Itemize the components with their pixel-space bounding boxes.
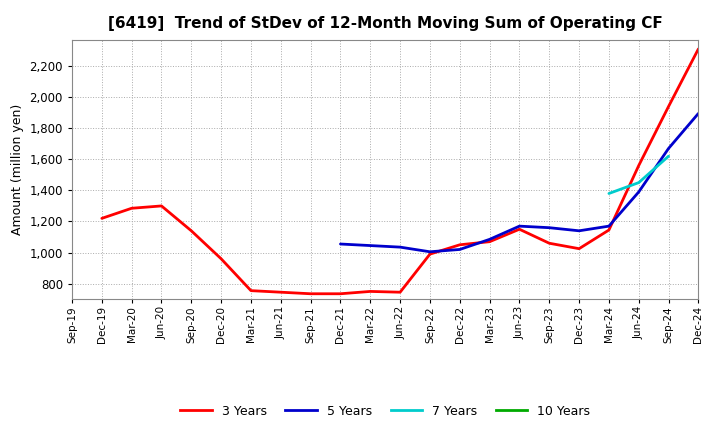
3 Years <box>366 289 374 294</box>
5 Years <box>665 146 673 151</box>
3 Years <box>605 227 613 233</box>
7 Years <box>634 180 643 185</box>
5 Years <box>575 228 583 234</box>
3 Years <box>545 241 554 246</box>
Y-axis label: Amount (million yen): Amount (million yen) <box>11 104 24 235</box>
3 Years <box>665 104 673 109</box>
Title: [6419]  Trend of StDev of 12-Month Moving Sum of Operating CF: [6419] Trend of StDev of 12-Month Moving… <box>108 16 662 32</box>
3 Years <box>157 203 166 209</box>
3 Years <box>634 163 643 168</box>
3 Years <box>694 46 703 51</box>
3 Years <box>276 290 285 295</box>
5 Years <box>426 249 434 254</box>
Line: 7 Years: 7 Years <box>609 156 669 194</box>
3 Years <box>247 288 256 293</box>
7 Years <box>605 191 613 196</box>
3 Years <box>426 252 434 257</box>
3 Years <box>456 242 464 247</box>
3 Years <box>396 290 405 295</box>
5 Years <box>545 225 554 230</box>
5 Years <box>605 224 613 229</box>
3 Years <box>515 227 523 232</box>
5 Years <box>485 237 494 242</box>
3 Years <box>485 239 494 244</box>
5 Years <box>694 111 703 116</box>
5 Years <box>366 243 374 248</box>
Line: 3 Years: 3 Years <box>102 49 698 294</box>
5 Years <box>456 247 464 252</box>
5 Years <box>336 242 345 247</box>
3 Years <box>97 216 106 221</box>
3 Years <box>217 256 225 261</box>
5 Years <box>515 224 523 229</box>
5 Years <box>396 245 405 250</box>
5 Years <box>634 189 643 194</box>
Legend: 3 Years, 5 Years, 7 Years, 10 Years: 3 Years, 5 Years, 7 Years, 10 Years <box>176 400 595 423</box>
7 Years <box>665 154 673 159</box>
3 Years <box>306 291 315 297</box>
Line: 5 Years: 5 Years <box>341 114 698 252</box>
3 Years <box>187 228 196 234</box>
3 Years <box>127 205 136 211</box>
3 Years <box>575 246 583 251</box>
3 Years <box>336 291 345 297</box>
